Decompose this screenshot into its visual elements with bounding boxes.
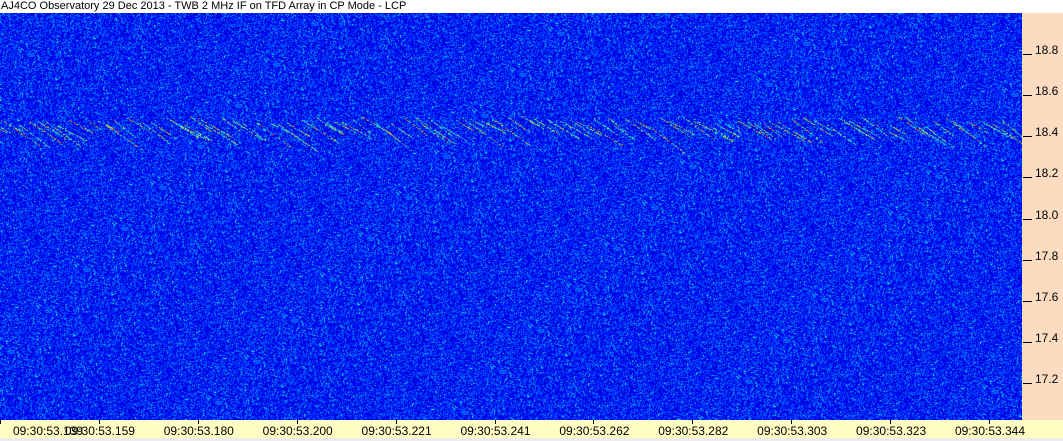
y-tick: [1023, 383, 1032, 384]
x-tick: [197, 420, 199, 424]
x-tick-label: 09:30:53.323: [856, 424, 927, 438]
x-tick-label: 09:30:53.200: [262, 424, 333, 438]
y-tick-label: 17.4: [1035, 330, 1059, 345]
y-tick-label: 17.8: [1035, 248, 1059, 263]
x-tick-label: 09:30:53.221: [361, 424, 432, 438]
spectrogram-heatmap: [0, 13, 1022, 420]
x-axis: 09:30:53.139 09:30:53.159 09:30:53.180 09:3…: [0, 420, 1063, 438]
bottom-strip: [0, 438, 1063, 441]
y-tick-label: 18.6: [1035, 84, 1059, 99]
y-tick: [1023, 259, 1032, 261]
x-tick: [890, 420, 892, 424]
x-tick-label: 09:30:53.241: [460, 424, 531, 438]
x-tick: [98, 420, 100, 424]
x-tick: [989, 420, 990, 424]
y-tick: [1023, 136, 1032, 138]
y-tick-label: 18.0: [1035, 207, 1059, 222]
y-tick-label: 18.2: [1035, 166, 1059, 181]
x-tick: [395, 420, 397, 424]
y-tick-label: 17.6: [1035, 289, 1059, 304]
x-tick: [296, 420, 298, 424]
y-tick: [1023, 177, 1032, 179]
x-tick-label: 09:30:53.139: [12, 424, 84, 438]
y-tick-label: 18.8: [1035, 43, 1059, 58]
y-tick: [1023, 95, 1032, 97]
x-tick: [593, 420, 595, 424]
x-tick: [494, 420, 496, 424]
y-tick: [1023, 300, 1032, 302]
x-tick: [0, 420, 1, 424]
y-tick-label: 18.4: [1035, 125, 1059, 140]
x-tick-label: 09:30:53.262: [559, 424, 630, 438]
y-tick: [1023, 54, 1032, 56]
x-tick-label: 09:30:53.303: [757, 424, 828, 438]
y-tick-label: 17.2: [1035, 372, 1059, 386]
y-tick: [1023, 218, 1032, 220]
chart-title: AJ4CO Observatory 29 Dec 2013 - TWB 2 MH…: [0, 0, 1063, 13]
y-axis: 18.8 18.6 18.4 18.2 18.0 17.8 17.6 17.4 17.2: [1022, 13, 1063, 420]
y-tick: [1023, 341, 1032, 343]
x-tick-label: 09:30:53.344: [954, 424, 1026, 438]
x-tick-label: 09:30:53.159: [64, 424, 135, 438]
x-tick-label: 09:30:53.180: [163, 424, 234, 438]
x-tick: [692, 420, 694, 424]
x-tick-label: 09:30:53.282: [658, 424, 729, 438]
x-tick: [791, 420, 793, 424]
